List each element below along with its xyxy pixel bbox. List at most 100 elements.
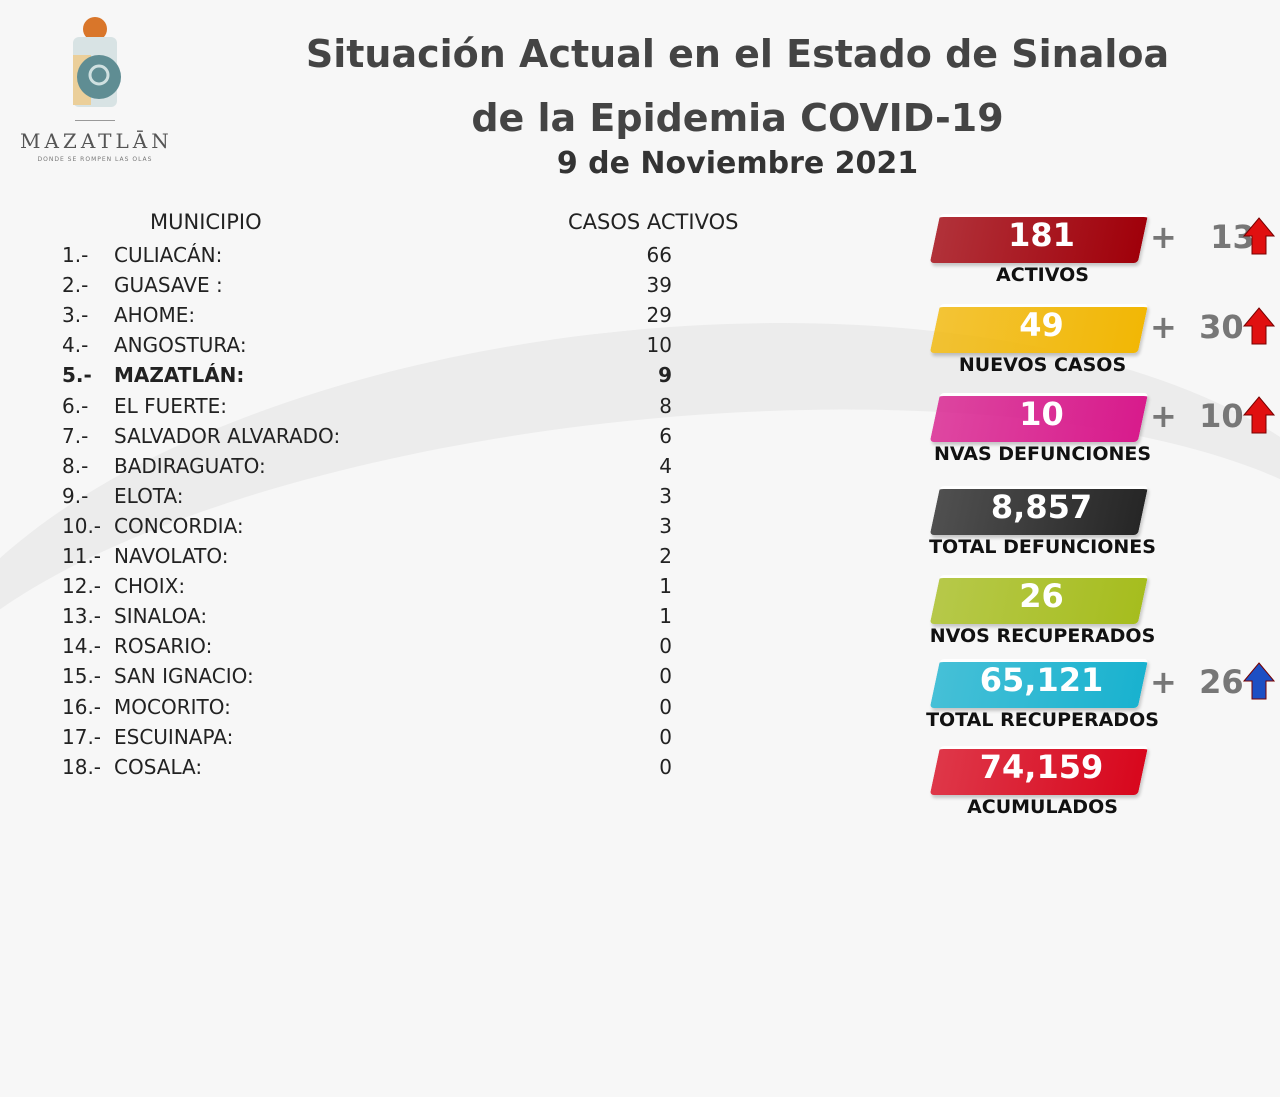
row-municipio: SINALOA: [114, 604, 208, 629]
header-casos-activos: CASOS ACTIVOS [568, 210, 739, 234]
row-rank: 3.- [62, 303, 89, 328]
arrow-up-icon [1242, 307, 1276, 345]
stat-delta: + 26 [1150, 663, 1244, 701]
row-casos: 39 [646, 273, 672, 298]
row-rank: 11.- [62, 544, 102, 568]
page-subtitle: de la Epidemia COVID-19 [471, 96, 1004, 140]
row-rank: 5.- [62, 363, 92, 388]
row-rank: 15.- [62, 664, 102, 689]
table-row: 13.- SINALOA: 1 [62, 604, 682, 634]
row-rank: 16.- [62, 694, 102, 719]
row-rank: 7.- [62, 423, 89, 448]
table-row: 14.- ROSARIO: 0 [62, 634, 682, 664]
table-row: 5.- MAZATLÁN: 9 [62, 363, 682, 393]
row-casos: 0 [659, 754, 672, 779]
stat-label: NVOS RECUPERADOS [929, 625, 1156, 647]
table-row: 10.- CONCORDIA: 3 [62, 514, 682, 544]
row-casos: 29 [646, 303, 672, 328]
report-date: 9 de Noviembre 2021 [556, 146, 919, 181]
row-rank: 10.- [62, 513, 102, 538]
row-municipio: CHOIX: [114, 574, 186, 599]
row-municipio: ROSARIO: [114, 634, 213, 659]
stat-delta: + 10 [1150, 397, 1244, 435]
row-rank: 8.- [62, 453, 89, 478]
table-row: 3.- AHOME: 29 [62, 303, 682, 333]
stat-label: NVAS DEFUNCIONES [933, 443, 1152, 465]
row-rank: 1.- [62, 243, 89, 267]
row-casos: 0 [659, 634, 672, 659]
row-municipio: EL FUERTE: [114, 393, 227, 418]
row-casos: 2 [659, 544, 672, 568]
row-rank: 18.- [62, 754, 102, 779]
row-casos: 10 [646, 333, 672, 358]
table-row: 7.- SALVADOR ALVARADO: 6 [62, 424, 682, 454]
row-municipio: SALVADOR ALVARADO: [114, 423, 341, 448]
row-municipio: GUASAVE : [114, 273, 223, 298]
table-row: 8.- BADIRAGUATO: 4 [62, 454, 682, 484]
stat-label: TOTAL DEFUNCIONES [929, 536, 1156, 558]
logo-wordmark: MAZATLĀN [20, 129, 173, 153]
page-title: Situación Actual en el Estado de Sinaloa [305, 32, 1170, 76]
arrow-up-icon [1242, 662, 1276, 700]
arrow-up-icon [1242, 396, 1276, 434]
table-row: 1.- CULIACÁN: 66 [62, 243, 682, 273]
row-casos: 3 [659, 483, 672, 508]
row-rank: 14.- [62, 634, 102, 659]
row-rank: 13.- [62, 604, 102, 629]
row-municipio: AHOME: [114, 303, 196, 328]
row-casos: 4 [659, 453, 672, 478]
row-casos: 3 [659, 513, 672, 538]
table-row: 11.- NAVOLATO: 2 [62, 544, 682, 574]
row-rank: 4.- [62, 333, 89, 358]
stat-label: TOTAL RECUPERADOS [926, 709, 1159, 731]
row-rank: 9.- [62, 483, 89, 508]
row-casos: 9 [658, 363, 672, 388]
row-municipio: ANGOSTURA: [114, 333, 247, 358]
stat-value: 10 [1019, 395, 1064, 433]
table-row: 15.- SAN IGNACIO: 0 [62, 664, 682, 694]
arrow-up-icon [1242, 217, 1276, 255]
stat-value: 74,159 [979, 748, 1104, 786]
row-municipio: SAN IGNACIO: [114, 664, 254, 689]
mazatlan-logo: MAZATLĀN DONDE SE ROMPEN LAS OLAS [20, 15, 170, 163]
row-municipio: CULIACÁN: [114, 243, 223, 267]
stat-value: 49 [1019, 306, 1064, 344]
stat-value: 181 [1008, 216, 1075, 254]
table-row: 12.- CHOIX: 1 [62, 574, 682, 604]
table-row: 17.- ESCUINAPA: 0 [62, 725, 682, 755]
row-municipio: BADIRAGUATO: [114, 453, 266, 478]
row-casos: 1 [659, 574, 672, 599]
row-municipio: MOCORITO: [114, 694, 231, 719]
row-municipio: COSALA: [114, 754, 203, 779]
stat-label: ACUMULADOS [967, 796, 1118, 818]
row-casos: 6 [659, 423, 672, 448]
table-row: 9.- ELOTA: 3 [62, 484, 682, 514]
header-municipio: MUNICIPIO [150, 210, 262, 234]
stat-label: NUEVOS CASOS [958, 354, 1127, 376]
stat-value: 26 [1019, 577, 1064, 615]
stat-delta: + 30 [1150, 308, 1244, 346]
row-casos: 8 [659, 393, 672, 418]
table-row: 18.- COSALA: 0 [62, 755, 682, 785]
row-casos: 0 [659, 664, 672, 689]
table-row: 16.- MOCORITO: 0 [62, 695, 682, 725]
row-rank: 6.- [62, 393, 89, 418]
row-municipio: CONCORDIA: [114, 513, 244, 538]
row-casos: 66 [646, 243, 672, 267]
row-municipio: MAZATLÁN: [114, 363, 245, 388]
stat-value: 65,121 [979, 661, 1104, 699]
row-rank: 12.- [62, 574, 102, 599]
row-casos: 0 [659, 694, 672, 719]
stat-value: 8,857 [990, 488, 1093, 526]
table-row: 6.- EL FUERTE: 8 [62, 394, 682, 424]
table-row: 2.- GUASAVE : 39 [62, 273, 682, 303]
stat-delta: + 13 [1150, 218, 1255, 256]
stat-label: ACTIVOS [996, 264, 1089, 286]
row-municipio: ELOTA: [114, 483, 184, 508]
row-municipio: NAVOLATO: [114, 544, 229, 568]
row-rank: 2.- [62, 273, 89, 298]
shell-icon [73, 17, 121, 107]
table-row: 4.- ANGOSTURA: 10 [62, 333, 682, 363]
row-casos: 0 [659, 724, 672, 749]
logo-tagline: DONDE SE ROMPEN LAS OLAS [37, 156, 153, 163]
